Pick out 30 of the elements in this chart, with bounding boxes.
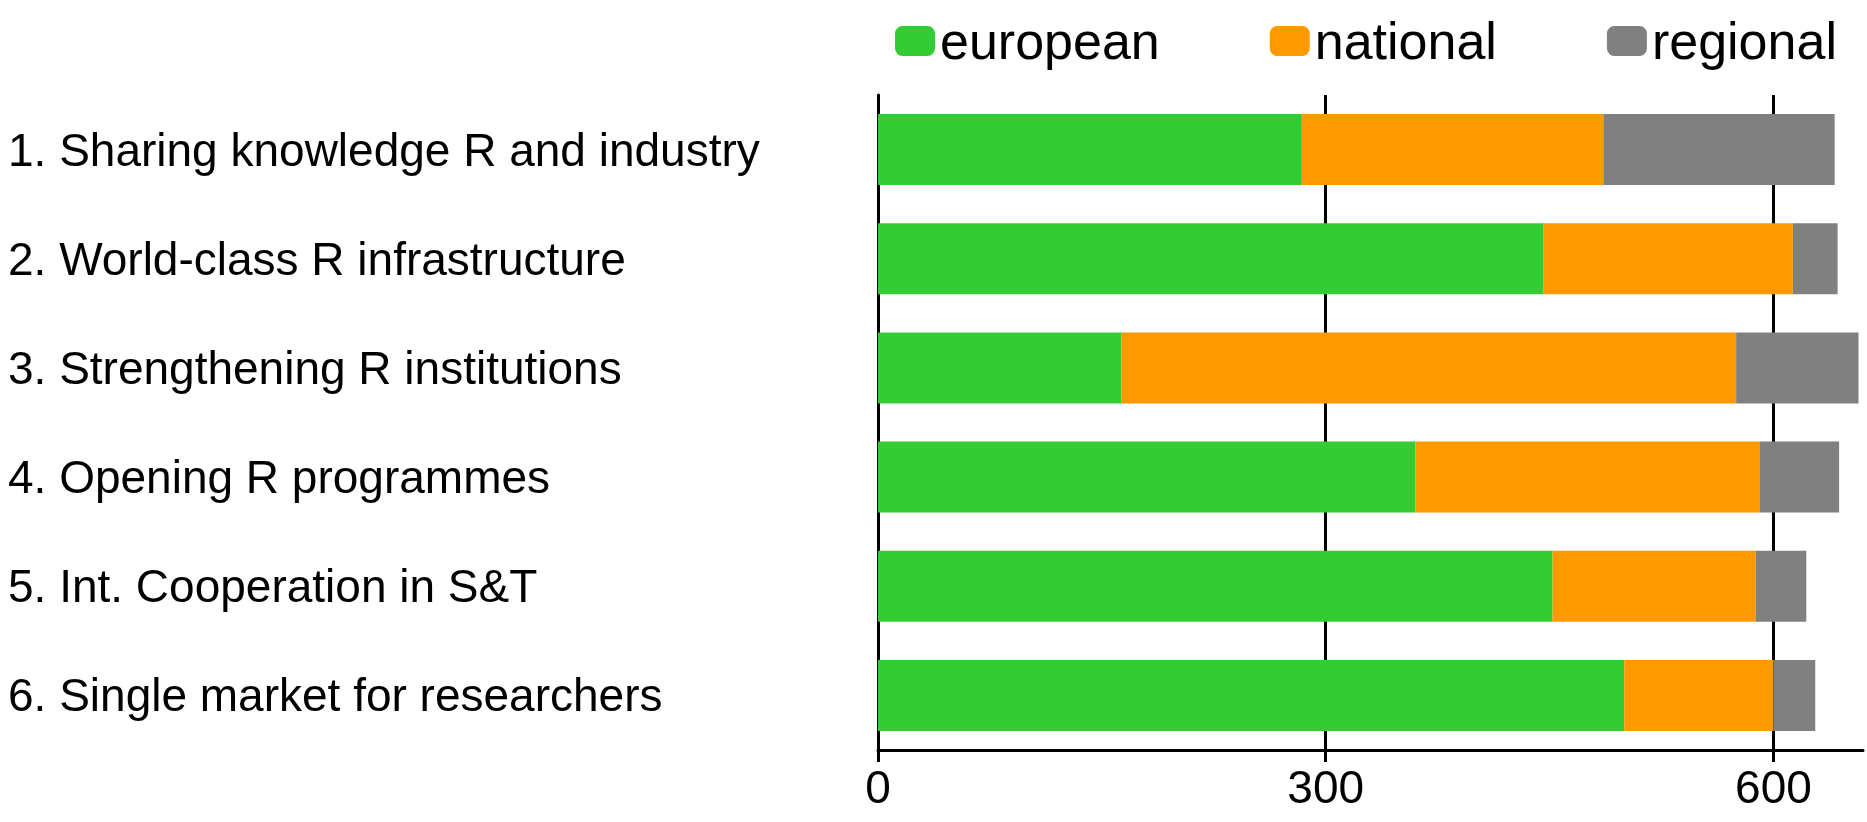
bar bbox=[1792, 223, 1838, 295]
bar bbox=[1301, 114, 1604, 186]
y-tick-label: 3. Strengthening R institutions bbox=[8, 341, 622, 394]
x-tick-label: 0 bbox=[865, 761, 891, 813]
bar bbox=[1760, 441, 1840, 513]
bar bbox=[878, 223, 1544, 295]
bar bbox=[878, 332, 1122, 404]
bar bbox=[1773, 659, 1816, 731]
bar bbox=[878, 659, 1625, 731]
bar bbox=[1736, 332, 1859, 404]
y-tick-label: 5. Int. Cooperation in S&T bbox=[8, 560, 538, 613]
legend-label: national bbox=[1314, 12, 1497, 70]
x-tick-label: 600 bbox=[1735, 761, 1812, 813]
bar bbox=[1624, 659, 1774, 731]
x-tick-label: 300 bbox=[1287, 761, 1365, 813]
bar bbox=[1415, 441, 1761, 513]
bar bbox=[1755, 550, 1807, 622]
bar bbox=[878, 550, 1553, 622]
y-tick-label: 1. Sharing knowledge R and industry bbox=[8, 123, 760, 176]
legend-label: regional bbox=[1651, 12, 1837, 70]
bar bbox=[1552, 550, 1756, 622]
y-tick-label: 4. Opening R programmes bbox=[8, 451, 551, 504]
y-tick-label: 6. Single market for researchers bbox=[8, 669, 663, 722]
bar bbox=[878, 114, 1302, 186]
bar bbox=[1543, 223, 1793, 295]
y-tick-label: 2. World-class R infrastructure bbox=[8, 232, 626, 285]
bar bbox=[1121, 332, 1737, 404]
legend-label: european bbox=[940, 12, 1160, 70]
bar bbox=[878, 441, 1416, 513]
bar bbox=[1603, 114, 1835, 186]
